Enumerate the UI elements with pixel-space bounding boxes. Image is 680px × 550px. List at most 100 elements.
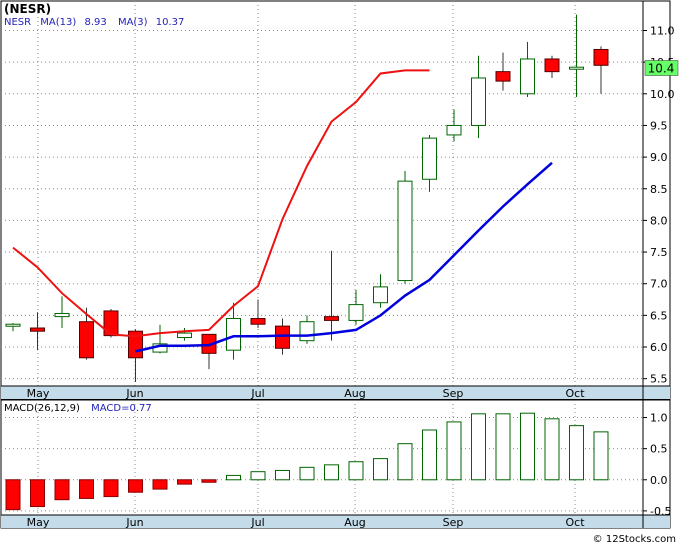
candle	[569, 14, 584, 97]
candle	[446, 109, 462, 142]
candle	[324, 250, 339, 341]
candle-body	[373, 286, 388, 304]
candle	[397, 171, 413, 284]
macd-legend: MACD(26,12,9) MACD=0.77	[4, 403, 152, 414]
macd-bar	[226, 474, 241, 481]
macd-x-tick-label: Sep	[443, 516, 464, 529]
candle	[495, 52, 511, 91]
candle-body	[520, 58, 535, 95]
macd-bar	[373, 458, 388, 481]
candle-body	[103, 310, 119, 337]
price-panel: May Jun Jul Aug Sep Oct 5.5 6.0 6.5 7.0 7.5 8.0 8.5…	[0, 0, 679, 400]
macd-bar	[275, 469, 290, 481]
macd-bar	[544, 418, 560, 481]
candle-body	[79, 321, 94, 359]
candle	[103, 309, 119, 338]
price-badge-box	[644, 60, 679, 76]
macd-x-tick-label: May	[27, 516, 50, 529]
price-y-tick-label: 9.0	[650, 151, 668, 164]
candle-body	[422, 137, 437, 180]
macd-bar	[397, 443, 413, 481]
price-y-axis-labels: 5.56.06.57.07.58.08.59.09.510.010.511.0	[643, 24, 675, 386]
price-y-tick-label: 11.0	[650, 24, 675, 37]
candle-body	[495, 71, 511, 82]
candle	[54, 296, 70, 329]
legend-ma3-label: MA(3)	[118, 17, 148, 28]
macd-y-tick-label: -0.5	[650, 505, 671, 518]
candle-body	[250, 318, 266, 325]
macd-x-tick-label: Aug	[344, 516, 365, 529]
macd-bar	[593, 431, 609, 481]
candle-body	[299, 321, 315, 342]
candle	[422, 134, 437, 192]
candle	[373, 274, 388, 308]
ma13-line	[135, 161, 553, 353]
candle-body	[569, 66, 584, 70]
price-x-axis-band	[1, 386, 670, 399]
candle	[250, 299, 266, 329]
candle-body	[275, 325, 290, 349]
candle-body	[397, 180, 413, 282]
macd-y-tick-label: 0.0	[650, 474, 668, 487]
candle	[348, 290, 364, 325]
candle	[177, 328, 192, 341]
ma3-line	[12, 69, 430, 338]
price-x-tick-label: May	[27, 387, 50, 400]
macd-x-tick-label: Jul	[250, 516, 264, 529]
price-y-tick-label: 5.5	[650, 373, 668, 386]
macd-y-tick-label: 0.5	[650, 443, 668, 456]
macd-bar	[128, 479, 143, 493]
candle-body	[30, 327, 45, 332]
legend-symbol: NESR	[4, 17, 31, 28]
price-x-tick-label: Jun	[125, 387, 143, 400]
macd-value: MACD=0.77	[91, 403, 152, 414]
candle-body	[446, 124, 462, 136]
price-y-tick-label: 7.0	[650, 278, 668, 291]
candle-body	[348, 304, 364, 321]
price-x-axis-labels: May Jun Jul Aug Sep Oct	[27, 387, 586, 400]
legend-ma13-label: MA(13)	[40, 17, 76, 28]
macd-y-axis-labels: -0.5 0.0 0.5 1.0	[643, 412, 671, 518]
macd-panel: May Jun Jul Aug Sep Oct -0.5 0.0 0.5 1.0 MACD(26…	[0, 399, 671, 529]
copyright: © 12Stocks.com	[593, 534, 676, 545]
candle-body	[544, 58, 560, 73]
legend-ma13-value: 8.93	[84, 17, 106, 28]
candle	[226, 302, 241, 360]
macd-x-axis-labels: May Jun Jul Aug Sep Oct	[27, 516, 586, 529]
macd-bar	[152, 479, 168, 490]
candle	[471, 55, 486, 139]
candle	[593, 46, 609, 94]
macd-bar	[103, 479, 119, 498]
price-y-tick-label: 6.5	[650, 309, 668, 322]
price-y-tick-label: 6.0	[650, 341, 668, 354]
candle-body	[5, 323, 21, 327]
macd-x-tick-label: Jun	[125, 516, 143, 529]
macd-bar	[495, 413, 511, 481]
macd-bar	[422, 429, 437, 481]
candle-body	[324, 316, 339, 321]
candle	[5, 322, 21, 332]
candle	[544, 55, 560, 78]
candle	[30, 312, 45, 351]
macd-bar	[348, 461, 364, 481]
price-y-tick-label: 10.0	[650, 88, 675, 101]
macd-bar	[471, 413, 486, 481]
candle-body	[177, 332, 192, 339]
price-badge: 10.4	[644, 60, 679, 76]
ma-legend: NESR MA(13) 8.93 MA(3) 10.37	[4, 17, 184, 28]
candle-body	[226, 318, 241, 351]
price-panel-border	[0, 0, 671, 400]
candle-body	[54, 312, 70, 318]
macd-bar	[446, 421, 462, 481]
macd-params: MACD(26,12,9)	[4, 403, 80, 414]
price-badge-text: 10.4	[648, 62, 675, 76]
macd-bar	[569, 425, 584, 481]
price-y-tick-label: 8.0	[650, 214, 668, 227]
candle	[520, 41, 535, 97]
legend-ma3-value: 10.37	[156, 17, 185, 28]
macd-bar	[79, 479, 94, 499]
macd-bars	[5, 412, 609, 511]
macd-x-tick-label: Oct	[565, 516, 585, 529]
